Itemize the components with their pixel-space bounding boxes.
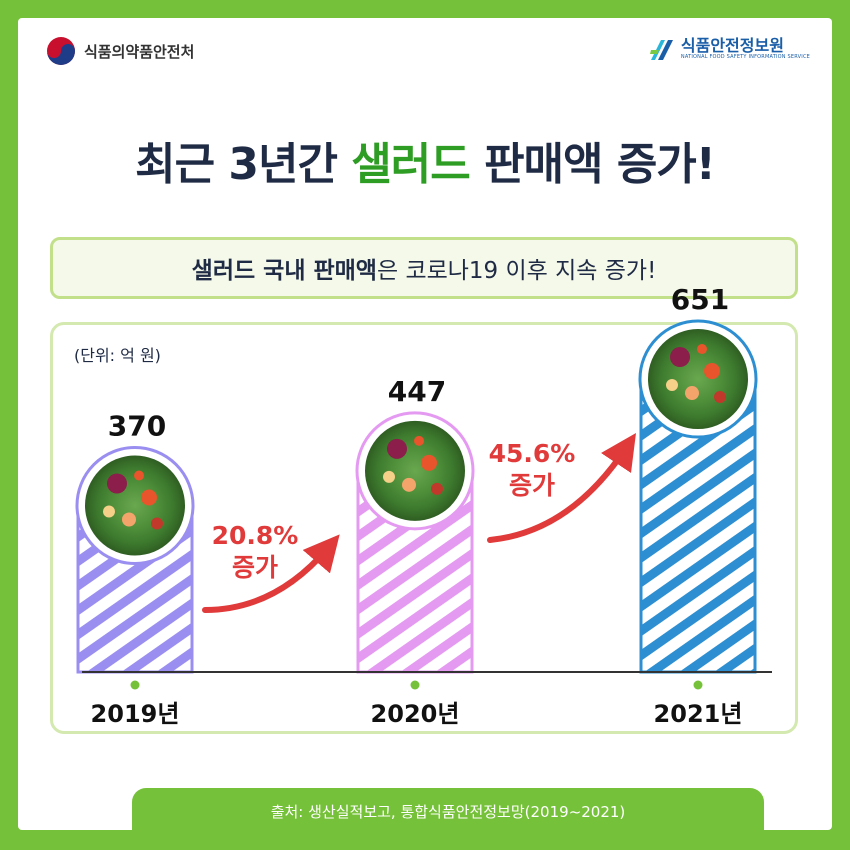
title-highlight: 샐러드: [351, 139, 470, 190]
salad-topping-1-1: [421, 454, 437, 471]
salad-topping-0-2: [122, 512, 136, 527]
salad-topping-2-3: [714, 391, 726, 404]
growth-word-0: 증가: [232, 553, 278, 582]
nfsi-logo-subtext: NATIONAL FOOD SAFETY INFORMATION SERVICE: [680, 54, 810, 60]
salad-topping-0-5: [134, 470, 144, 481]
value-label-2: 651: [671, 283, 729, 316]
salad-topping-0-0: [107, 473, 127, 494]
taegeuk-emblem-icon: [47, 37, 75, 65]
category-label-2: 2021년: [654, 700, 743, 728]
salad-topping-0-4: [103, 505, 115, 518]
salad-topping-1-5: [414, 435, 424, 446]
salad-topping-0-1: [141, 489, 157, 506]
salad-topping-2-2: [685, 386, 699, 401]
labels-layer: 370 2019년 447 2020년 651 2021년 20.8% 증가 45.6% 증가: [91, 283, 743, 728]
category-dot-1: [410, 680, 420, 690]
category-dot-2: [693, 680, 703, 690]
nfsi-logo: 식품안전정보원 NATIONAL FOOD SAFETY INFORMATION…: [649, 36, 810, 62]
title-part2: 판매액 증가!: [469, 139, 716, 190]
salad-greens-2: [648, 329, 748, 430]
value-label-0: 370: [108, 410, 166, 443]
subtitle-banner: 샐러드 국내 판매액 은 코로나19 이후 지속 증가!: [50, 237, 798, 299]
category-dot-0: [130, 680, 140, 690]
salad-topping-2-0: [670, 347, 690, 368]
salad-topping-1-2: [402, 477, 416, 492]
growth-arrow-1: [487, 433, 636, 543]
salad-topping-0-3: [151, 517, 163, 530]
salad-topping-2-5: [697, 344, 707, 355]
mfds-logo: 식품의약품안전처: [46, 36, 194, 66]
bars-layer: [75, 319, 758, 674]
category-label-0: 2019년: [91, 700, 180, 728]
nfsi-logo-text: 식품안전정보원: [680, 36, 784, 55]
salad-topping-1-0: [387, 438, 407, 459]
subtitle-bold: 샐러드 국내 판매액: [191, 258, 377, 284]
title-part1: 최근 3년간: [135, 139, 352, 190]
salad-topping-1-3: [431, 482, 443, 495]
unit-label: (단위: 억 원): [74, 346, 161, 365]
growth-pct-0: 20.8%: [212, 521, 299, 550]
salad-topping-2-4: [666, 379, 678, 392]
mfds-logo-text: 식품의약품안전처: [84, 42, 195, 61]
category-label-1: 2020년: [371, 700, 460, 728]
salad-topping-1-4: [383, 470, 395, 483]
source-footer: 출처: 생산실적보고, 통합식품안전정보망(2019~2021): [132, 788, 764, 834]
salad-topping-2-1: [704, 363, 720, 380]
growth-word-1: 증가: [509, 471, 555, 500]
growth-pct-1: 45.6%: [489, 439, 576, 468]
nfsi-mark-icon: [649, 40, 673, 60]
subtitle-rest: 은 코로나19 이후 지속 증가!: [376, 258, 657, 284]
salad-greens-0: [85, 455, 185, 556]
growth-arrow-0: [202, 534, 340, 613]
salad-greens-1: [365, 420, 465, 521]
page-title: 최근 3년간 샐러드 판매액 증가!: [0, 128, 850, 192]
value-label-1: 447: [388, 375, 446, 408]
